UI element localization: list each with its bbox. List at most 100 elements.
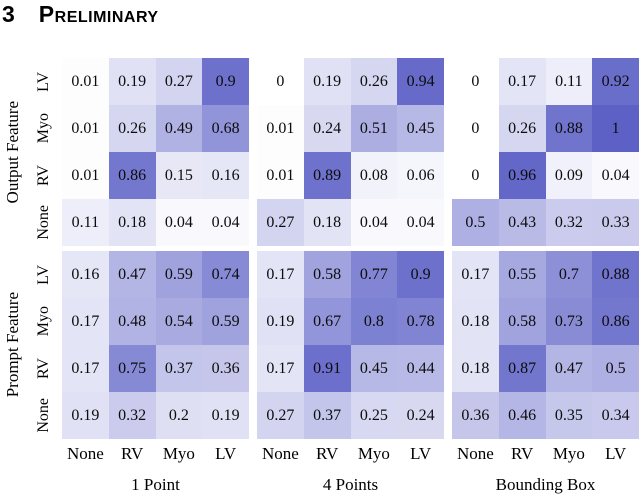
heatmap-cell: 0.01 <box>62 105 109 152</box>
heatmap-cell: 0.09 <box>545 152 593 199</box>
row-label: LV <box>26 58 62 105</box>
heatmap-cell: 0.75 <box>108 345 156 392</box>
col-label: LV <box>605 444 627 463</box>
heatmap-cell: 0.5 <box>452 199 499 246</box>
feature-axis: Prompt Feature <box>0 251 26 439</box>
heatmap-cell: 0.92 <box>592 58 639 105</box>
heatmap-cell: 0.86 <box>108 152 156 199</box>
heatmap-cell: 0.73 <box>545 298 593 345</box>
row-labels: LV Myo RV None <box>26 58 62 246</box>
heatmap-cell: 0.74 <box>202 251 249 298</box>
heatmap-cell: 0.04 <box>155 199 203 246</box>
heatmap-cell: 0.47 <box>545 345 593 392</box>
col-label: Myo <box>552 444 585 463</box>
row-label-text: Myo <box>35 306 52 337</box>
heatmap-cell: 0.36 <box>202 345 249 392</box>
heatmap-cell: 0.58 <box>303 251 351 298</box>
col-label: Myo <box>357 444 390 463</box>
heatmap-cell: 0.37 <box>155 345 203 392</box>
feature-axis: Output Feature <box>0 58 26 246</box>
preliminary-heatmap-figure: Output Feature LV Myo RV None Prompt Feature L… <box>0 58 639 495</box>
heatmap-cell: 0.04 <box>397 199 444 246</box>
heatmap-cell: 0.58 <box>498 298 546 345</box>
heatmap-cell: 0.8 <box>350 298 398 345</box>
heatmap-cell: 0.27 <box>257 392 304 439</box>
heatmap-cell: 0.01 <box>257 105 304 152</box>
heatmap-cell: 0.5 <box>592 345 639 392</box>
heatmap-cell: 0.32 <box>108 392 156 439</box>
heatmap-cell: 0.01 <box>257 152 304 199</box>
heatmap-cell: 0 <box>452 58 499 105</box>
col-labels: None RV Myo LV <box>62 440 249 468</box>
section-number: 3 <box>2 1 15 27</box>
heatmap-cell: 0.35 <box>545 392 593 439</box>
heatmap-cell: 0.17 <box>498 58 546 105</box>
heatmap-cell: 0.19 <box>202 392 249 439</box>
heatmap-cell: 0.9 <box>397 251 444 298</box>
heatmap-cell: 0.26 <box>350 58 398 105</box>
row-label-text: RV <box>35 358 52 379</box>
heatmap-cell: 0.86 <box>592 298 639 345</box>
heatmap-cell: 0.04 <box>350 199 398 246</box>
heatmap-cell: 0.01 <box>62 152 109 199</box>
heatmap-group: 0 0.17 0.11 0.92 0 0.26 0.88 1 0 0.96 0.09 0.04 0.5 0… <box>452 58 639 495</box>
heatmap-cell: 0.04 <box>592 152 639 199</box>
heatmap-cell: 1 <box>592 105 639 152</box>
heatmap-cell: 0.45 <box>397 105 444 152</box>
heatmap-cell: 0.27 <box>257 199 304 246</box>
heatmap-cell: 0 <box>452 105 499 152</box>
heatmap-cell: 0.26 <box>498 105 546 152</box>
heatmap-cell: 0.36 <box>452 392 499 439</box>
heatmap-cell: 0.54 <box>155 298 203 345</box>
col-label: None <box>261 444 299 463</box>
heatmap-cell: 0.89 <box>303 152 351 199</box>
heatmap-cell: 0.27 <box>155 58 203 105</box>
heatmap-cell: 0.7 <box>545 251 593 298</box>
row-label-text: Myo <box>35 113 52 144</box>
heatmap-cell: 0.19 <box>303 58 351 105</box>
heatmap-cell: 0.17 <box>257 251 304 298</box>
heatmap-cell: 0.43 <box>498 199 546 246</box>
heatmap-cell: 0.59 <box>202 298 249 345</box>
heatmap-cell: 0.49 <box>155 105 203 152</box>
row-labels: LV Myo RV None <box>26 251 62 439</box>
col-labels: None RV Myo LV <box>257 440 444 468</box>
row-label-text: LV <box>35 71 52 92</box>
row-label-block: Output Feature LV Myo RV None <box>0 58 62 246</box>
heatmap-left-gutter: Output Feature LV Myo RV None Prompt Feature L… <box>0 58 62 495</box>
heatmap-cell: 0.18 <box>303 199 351 246</box>
section-heading: 3 Preliminary <box>2 1 159 28</box>
heatmap-cell: 0.9 <box>202 58 249 105</box>
col-label: None <box>66 444 104 463</box>
heatmap-cell: 0.87 <box>498 345 546 392</box>
heatmap-cell: 0.16 <box>202 152 249 199</box>
heatmap-groups: 0.01 0.19 0.27 0.9 0.01 0.26 0.49 0.68 0.01 0.86 0… <box>62 58 639 495</box>
row-label-text: None <box>35 398 52 433</box>
heatmap-cell: 0.24 <box>303 105 351 152</box>
heatmap-cell: 0.94 <box>397 58 444 105</box>
heatmap-cell: 0.2 <box>155 392 203 439</box>
prompt-feature-block: 0.17 0.58 0.77 0.9 0.19 0.67 0.8 0.78 0.17 0.91 0.… <box>257 251 444 439</box>
heatmap-cell: 0.47 <box>108 251 156 298</box>
heatmap-cell: 0.18 <box>452 345 499 392</box>
heatmap-cell: 0.34 <box>592 392 639 439</box>
col-label: RV <box>510 444 534 463</box>
col-label: Myo <box>162 444 195 463</box>
row-label-text: LV <box>35 264 52 285</box>
row-label: RV <box>26 345 62 392</box>
group-title: 4 Points <box>322 475 379 494</box>
heatmap-cell: 0.26 <box>108 105 156 152</box>
heatmap-cell: 0 <box>257 58 304 105</box>
section-title: Preliminary <box>38 1 159 27</box>
group-title: 1 Point <box>131 475 180 494</box>
row-label: Myo <box>26 105 62 152</box>
col-label: LV <box>410 444 432 463</box>
col-label: RV <box>120 444 144 463</box>
heatmap-cell: 0.19 <box>108 58 156 105</box>
heatmap-cell: 0.91 <box>303 345 351 392</box>
output-feature-block: 0.01 0.19 0.27 0.9 0.01 0.26 0.49 0.68 0.01 0.86 0… <box>62 58 249 246</box>
heatmap-cell: 0.48 <box>108 298 156 345</box>
heatmap-cell: 0.37 <box>303 392 351 439</box>
heatmap-cell: 0.17 <box>452 251 499 298</box>
